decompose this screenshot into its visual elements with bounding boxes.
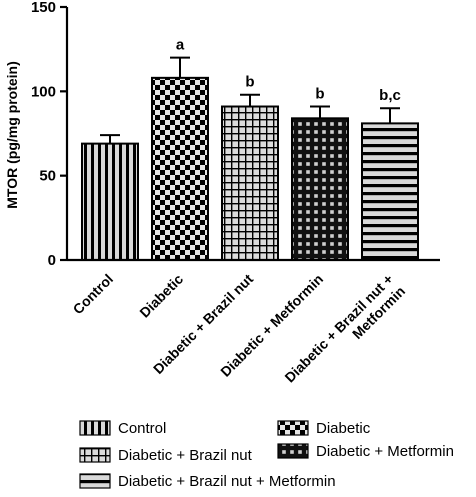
legend-swatch	[79, 447, 111, 463]
y-tick-label: 50	[39, 168, 56, 185]
legend-label: Control	[118, 420, 166, 437]
significance-label: a	[176, 37, 185, 54]
legend-swatch	[79, 473, 111, 489]
legend-swatch	[79, 420, 111, 436]
legend-label: Diabetic + Brazil nut + Metformin	[118, 473, 336, 490]
bar	[151, 76, 209, 261]
bar	[81, 142, 139, 261]
legend-swatch	[277, 443, 309, 459]
bar	[291, 117, 349, 261]
legend-label: Diabetic + Brazil nut	[118, 447, 253, 464]
plot-area: 0 50 100 150 MTOR (pg/mg protein) Control a Dia…	[4, 0, 440, 386]
x-tick-label: Control	[70, 271, 117, 318]
legend-label: Diabetic + Metformin	[316, 443, 454, 460]
y-tick-label: 150	[31, 0, 56, 16]
significance-label: b	[315, 86, 324, 103]
bar	[361, 122, 419, 261]
significance-label: b	[245, 74, 254, 91]
x-tick-label-line: Control	[70, 271, 117, 318]
y-tick-label: 0	[48, 252, 56, 269]
significance-label: b,c	[379, 87, 401, 104]
legend-swatch	[277, 420, 309, 436]
legend-label: Diabetic	[316, 420, 371, 437]
y-tick-label: 100	[31, 83, 56, 100]
x-tick-label: Diabetic	[136, 271, 186, 321]
legend: Control Diabetic Diabetic + Brazil nut Diab…	[79, 420, 454, 490]
bar	[221, 105, 279, 261]
x-tick-label-line: Diabetic	[136, 271, 186, 321]
y-axis-label: MTOR (pg/mg protein)	[4, 61, 20, 209]
